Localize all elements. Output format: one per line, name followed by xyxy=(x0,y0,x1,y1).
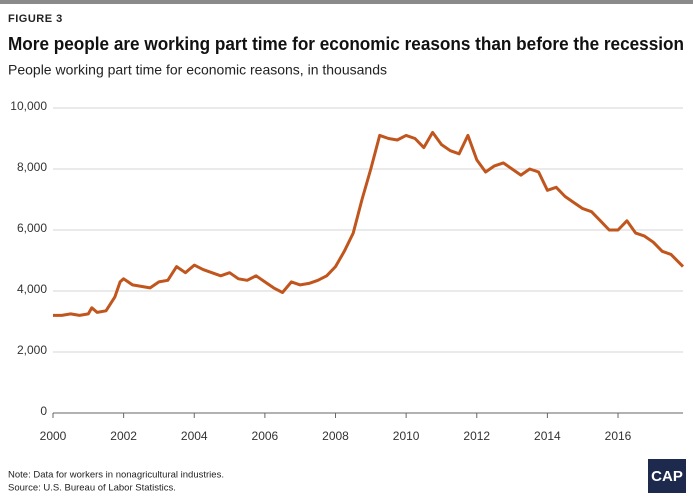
top-rule xyxy=(0,0,693,4)
y-tick-label: 2,000 xyxy=(17,343,47,357)
y-tick-label: 8,000 xyxy=(17,160,47,174)
x-tick-label: 2016 xyxy=(605,429,632,443)
x-tick-label: 2014 xyxy=(534,429,561,443)
source: Source: U.S. Bureau of Labor Statistics. xyxy=(8,483,176,494)
x-tick-label: 2008 xyxy=(322,429,349,443)
chart-subtitle: People working part time for economic re… xyxy=(8,62,387,78)
data-line xyxy=(53,130,685,317)
logo-box xyxy=(648,459,686,493)
y-tick-label: 6,000 xyxy=(17,221,47,235)
x-tick-label: 2004 xyxy=(181,429,208,443)
x-tick-label: 2010 xyxy=(393,429,420,443)
y-tick-label: 4,000 xyxy=(17,282,47,296)
chart-title: More people are working part time for ec… xyxy=(8,34,684,54)
y-tick-label: 0 xyxy=(40,404,47,418)
note: Note: Data for workers in nonagricultura… xyxy=(8,470,224,481)
logo: CAP xyxy=(651,468,683,485)
x-tick-label: 2002 xyxy=(110,429,137,443)
x-tick-label: 2012 xyxy=(463,429,490,443)
x-tick-label: 2000 xyxy=(40,429,67,443)
x-tick-label: 2006 xyxy=(252,429,279,443)
figure-label: FIGURE 3 xyxy=(8,13,63,25)
y-tick-label: 10,000 xyxy=(10,99,47,113)
